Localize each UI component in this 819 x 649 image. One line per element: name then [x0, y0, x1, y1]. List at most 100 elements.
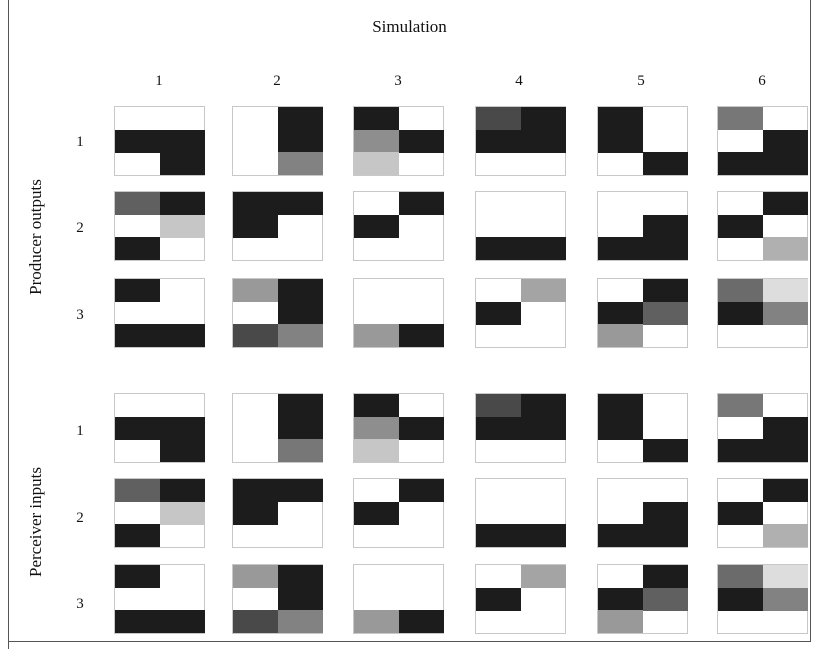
- matrix-quad: [277, 587, 323, 611]
- matrix-quad: [277, 107, 323, 130]
- matrix-quad: [718, 107, 763, 130]
- producer-matrix-r2-c2: [232, 191, 323, 261]
- perceiver-matrix-r2-c2: [232, 478, 323, 548]
- matrix-quad: [277, 301, 323, 325]
- frame-left-border: [8, 0, 9, 649]
- matrix-quad: [718, 279, 763, 302]
- row-label-producer-1: 1: [76, 134, 84, 150]
- perceiver-matrix-r1-c6: [717, 393, 808, 463]
- matrix-quad: [718, 301, 763, 325]
- producer-matrix-r3-c2: [232, 278, 323, 348]
- matrix-quad: [476, 301, 521, 325]
- perceiver-matrix-r3-c4: [475, 564, 566, 634]
- matrix-quad: [598, 129, 643, 153]
- matrix-quad: [233, 565, 278, 588]
- matrix-quad: [115, 565, 160, 588]
- matrix-quad: [642, 301, 688, 325]
- matrix-quad: [762, 129, 808, 153]
- matrix-quad: [476, 587, 521, 611]
- producer-matrix-r1-c6: [717, 106, 808, 176]
- matrix-quad: [642, 501, 688, 525]
- matrix-quad: [762, 192, 808, 215]
- matrix-quad: [762, 279, 808, 302]
- matrix-quad: [159, 152, 205, 176]
- matrix-quad: [520, 524, 566, 548]
- matrix-quad: [354, 324, 399, 348]
- matrix-quad: [277, 394, 323, 417]
- matrix-quad: [159, 192, 205, 215]
- matrix-quad: [115, 324, 160, 348]
- matrix-quad: [277, 279, 323, 302]
- matrix-quad: [233, 214, 278, 238]
- matrix-quad: [115, 524, 160, 548]
- matrix-quad: [115, 192, 160, 215]
- matrix-quad: [277, 479, 323, 502]
- matrix-quad: [642, 152, 688, 176]
- matrix-quad: [476, 394, 521, 417]
- matrix-quad: [354, 394, 399, 417]
- producer-matrix-r2-c3: [353, 191, 444, 261]
- matrix-quad: [159, 439, 205, 463]
- matrix-quad: [718, 565, 763, 588]
- producer-matrix-r3-c3: [353, 278, 444, 348]
- producer-matrix-r3-c6: [717, 278, 808, 348]
- matrix-quad: [354, 107, 399, 130]
- matrix-quad: [354, 129, 399, 153]
- matrix-quad: [354, 416, 399, 440]
- matrix-quad: [520, 394, 566, 417]
- perceiver-matrix-r2-c1: [114, 478, 205, 548]
- matrix-quad: [642, 279, 688, 302]
- perceiver-matrix-r2-c4: [475, 478, 566, 548]
- matrix-quad: [642, 439, 688, 463]
- producer-matrix-r1-c2: [232, 106, 323, 176]
- perceiver-matrix-r3-c5: [597, 564, 688, 634]
- matrix-quad: [520, 107, 566, 130]
- matrix-quad: [233, 324, 278, 348]
- matrix-quad: [233, 192, 278, 215]
- producer-matrix-r1-c1: [114, 106, 205, 176]
- matrix-quad: [598, 587, 643, 611]
- matrix-quad: [398, 479, 444, 502]
- producer-matrix-r1-c4: [475, 106, 566, 176]
- perceiver-matrix-r1-c1: [114, 393, 205, 463]
- matrix-quad: [277, 565, 323, 588]
- column-label-5: 5: [637, 73, 645, 89]
- matrix-quad: [520, 129, 566, 153]
- matrix-quad: [718, 501, 763, 525]
- matrix-quad: [762, 152, 808, 176]
- figure-title: Simulation: [372, 17, 447, 36]
- matrix-quad: [520, 237, 566, 261]
- perceiver-matrix-r3-c3: [353, 564, 444, 634]
- matrix-quad: [115, 610, 160, 634]
- perceiver-matrix-r2-c3: [353, 478, 444, 548]
- matrix-quad: [115, 279, 160, 302]
- matrix-quad: [476, 107, 521, 130]
- matrix-quad: [159, 324, 205, 348]
- row-label-producer-3: 3: [76, 307, 84, 323]
- row-label-perceiver-1: 1: [76, 423, 84, 439]
- producer-matrix-r2-c5: [597, 191, 688, 261]
- matrix-quad: [762, 301, 808, 325]
- matrix-quad: [354, 439, 399, 463]
- producer-matrix-r1-c3: [353, 106, 444, 176]
- matrix-quad: [159, 214, 205, 238]
- frame-right-border: [810, 0, 811, 641]
- matrix-quad: [762, 237, 808, 261]
- producer-matrix-r1-c5: [597, 106, 688, 176]
- matrix-quad: [476, 416, 521, 440]
- matrix-quad: [277, 610, 323, 634]
- column-label-3: 3: [394, 73, 402, 89]
- matrix-quad: [398, 416, 444, 440]
- matrix-quad: [718, 152, 763, 176]
- perceiver-matrix-r2-c5: [597, 478, 688, 548]
- matrix-quad: [598, 301, 643, 325]
- matrix-quad: [762, 439, 808, 463]
- matrix-quad: [762, 479, 808, 502]
- perceiver-matrix-r1-c5: [597, 393, 688, 463]
- matrix-quad: [233, 279, 278, 302]
- matrix-quad: [520, 279, 566, 302]
- column-label-2: 2: [273, 73, 281, 89]
- matrix-quad: [398, 129, 444, 153]
- matrix-quad: [354, 214, 399, 238]
